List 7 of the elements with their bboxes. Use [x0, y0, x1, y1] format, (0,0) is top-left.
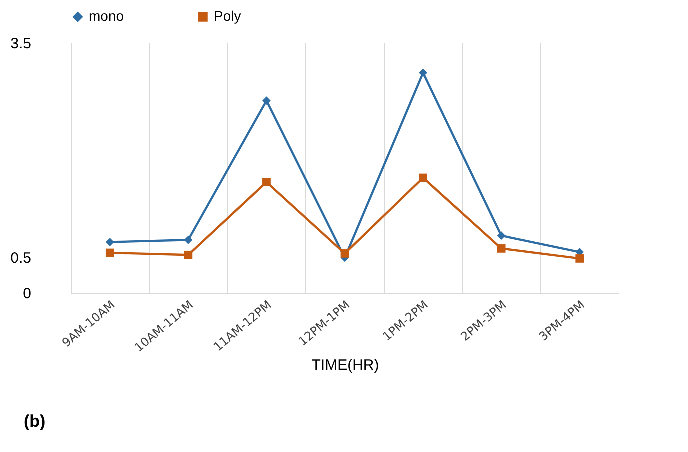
- legend-label: mono: [89, 8, 124, 24]
- text: (b): [24, 412, 46, 432]
- y-tick-label: 0.5: [10, 250, 32, 267]
- legend-label: Poly: [214, 8, 242, 24]
- x-axis-title: TIME(HR): [312, 357, 380, 374]
- y-tick-label: 3.5: [10, 36, 32, 52]
- y-tick-label: 0: [23, 286, 32, 302]
